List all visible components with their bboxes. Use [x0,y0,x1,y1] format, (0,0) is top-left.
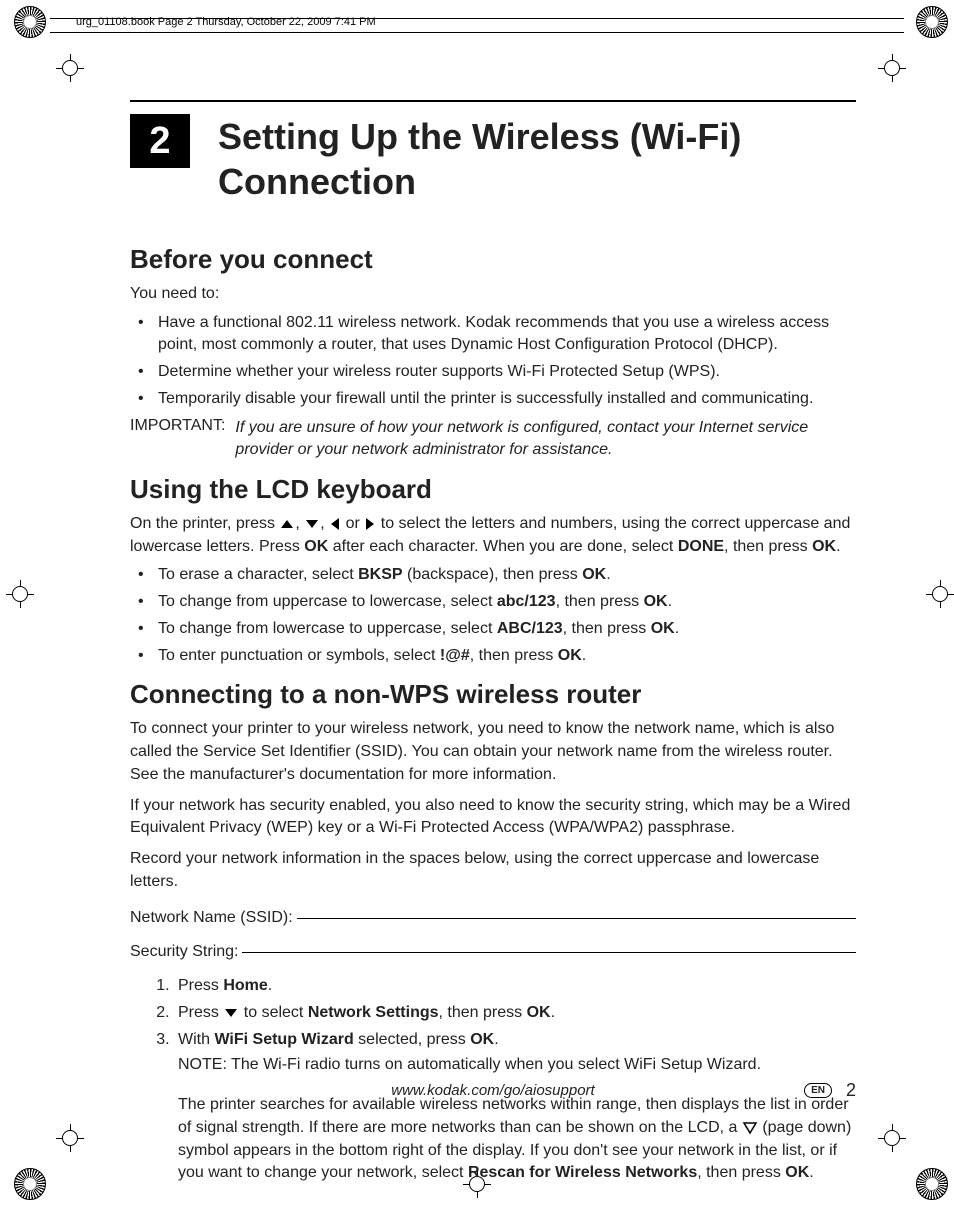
page-number: 2 [846,1080,856,1101]
running-header: urg_01108.book Page 2 Thursday, October … [76,16,376,28]
security-field-line: Security String: [130,943,856,961]
step-item: Press to select Network Settings, then p… [174,1002,856,1025]
crop-ornament-icon [14,1168,46,1200]
registration-mark-icon [6,580,34,608]
arrow-left-icon [329,517,341,531]
section-heading-before: Before you connect [130,244,856,275]
language-badge: EN [804,1083,832,1098]
step-item: With WiFi Setup Wizard selected, press O… [174,1029,856,1185]
text: after each character. When you are done,… [328,538,678,555]
crop-ornament-icon [916,6,948,38]
lcd-intro: On the printer, press , , or to select t… [130,513,856,558]
registration-mark-icon [926,580,954,608]
nonwps-p2: If your network has security enabled, yo… [130,795,856,840]
step-item: Press Home. [174,975,856,998]
list-item: Have a functional 802.11 wireless networ… [156,312,856,357]
header-rule [50,32,904,33]
list-item: To change from uppercase to lowercase, s… [156,591,856,614]
text: . [836,538,840,555]
done-label: DONE [678,538,724,555]
section-heading-lcd: Using the LCD keyboard [130,474,856,505]
text: , then press [724,538,812,555]
crop-ornament-icon [916,1168,948,1200]
ssid-field-line: Network Name (SSID): [130,909,856,927]
arrow-down-icon [223,1007,239,1019]
security-label: Security String: [130,943,238,961]
text: , [295,515,304,532]
chapter-number-badge: 2 [130,114,190,168]
before-bullets: Have a functional 802.11 wireless networ… [130,312,856,411]
crop-ornament-icon [14,6,46,38]
arrow-right-icon [364,517,376,531]
footer-url: www.kodak.com/go/aiosupport [391,1082,594,1099]
section-heading-nonwps: Connecting to a non-WPS wireless router [130,679,856,710]
steps-list: Press Home. Press to select Network Sett… [130,975,856,1185]
important-text: If you are unsure of how your network is… [235,417,856,462]
registration-mark-icon [56,54,84,82]
step-note: NOTE: The Wi-Fi radio turns on automatic… [178,1054,856,1077]
chapter-title: Setting Up the Wireless (Wi-Fi) Connecti… [218,114,856,204]
important-note: IMPORTANT: If you are unsure of how your… [130,417,856,462]
arrow-up-icon [279,518,295,530]
list-item: To enter punctuation or symbols, select … [156,645,856,668]
registration-mark-icon [878,54,906,82]
chapter-header: 2 Setting Up the Wireless (Wi-Fi) Connec… [130,100,856,204]
lcd-bullets: To erase a character, select BKSP (backs… [130,564,856,667]
ok-label: OK [304,538,328,555]
registration-mark-icon [56,1124,84,1152]
list-item: Temporarily disable your firewall until … [156,388,856,411]
nonwps-p1: To connect your printer to your wireless… [130,718,856,786]
text: , [320,515,329,532]
nonwps-p3: Record your network information in the s… [130,848,856,893]
page-down-icon [742,1121,758,1135]
list-item: To erase a character, select BKSP (backs… [156,564,856,587]
step-paragraph: The printer searches for available wirel… [178,1094,856,1185]
page-footer: www.kodak.com/go/aiosupport EN 2 [130,1082,856,1099]
ok-label: OK [812,538,836,555]
important-label: IMPORTANT: [130,417,225,462]
blank-underline [297,918,856,919]
list-item: To change from lowercase to uppercase, s… [156,618,856,641]
text: On the printer, press [130,515,279,532]
blank-underline [242,952,856,953]
before-intro: You need to: [130,283,856,306]
arrow-down-icon [304,518,320,530]
registration-mark-icon [878,1124,906,1152]
text: or [341,515,364,532]
list-item: Determine whether your wireless router s… [156,361,856,384]
ssid-label: Network Name (SSID): [130,909,293,927]
